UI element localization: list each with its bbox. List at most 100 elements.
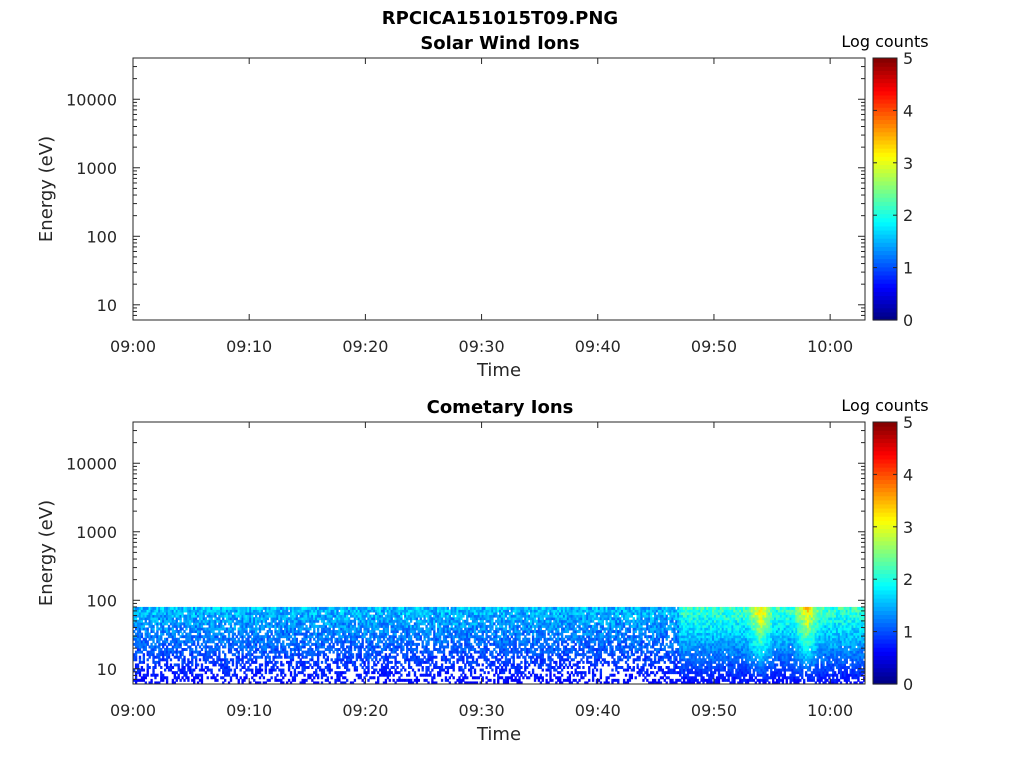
spectrogram-cell bbox=[204, 660, 207, 664]
spectrogram-cell bbox=[206, 666, 209, 669]
spectrogram-cell bbox=[189, 653, 192, 657]
spectrogram-cell bbox=[280, 681, 283, 685]
spectrogram-cell bbox=[537, 622, 541, 626]
spectrogram-cell bbox=[225, 609, 229, 613]
spectrogram-cell bbox=[531, 642, 535, 646]
spectrogram-cell bbox=[156, 635, 159, 639]
spectrogram-cell bbox=[464, 653, 467, 657]
spectrogram-cell bbox=[301, 668, 304, 672]
x-tick-label: 10:00 bbox=[807, 337, 853, 356]
spectrogram-cell bbox=[473, 648, 477, 652]
spectrogram-cell bbox=[222, 606, 225, 610]
spectrogram-cell bbox=[328, 624, 331, 628]
spectrogram-cell bbox=[466, 630, 469, 634]
spectrogram-cell bbox=[380, 648, 384, 652]
spectrogram-cell bbox=[169, 614, 173, 618]
spectrogram-cell bbox=[529, 624, 533, 628]
spectrogram-cell bbox=[247, 658, 250, 662]
spectrogram-cell bbox=[506, 612, 510, 616]
spectrogram-cell bbox=[255, 642, 258, 646]
spectrogram-cell bbox=[539, 637, 543, 641]
spectrogram-cell bbox=[415, 655, 419, 659]
spectrogram-cell bbox=[499, 653, 502, 657]
spectrogram-cell bbox=[504, 666, 508, 669]
spectrogram-cell bbox=[299, 663, 302, 667]
spectrogram-cell bbox=[415, 619, 419, 623]
spectrogram-cell bbox=[471, 606, 475, 610]
spectrogram-cell bbox=[225, 673, 229, 677]
spectrogram-cell bbox=[442, 622, 446, 626]
spectrogram-cell bbox=[183, 648, 186, 652]
spectrogram-cell bbox=[553, 660, 556, 664]
spectrogram-cell bbox=[138, 627, 142, 631]
spectrogram-cell bbox=[276, 612, 279, 616]
spectrogram-cell bbox=[431, 617, 434, 621]
spectrogram-cell bbox=[438, 637, 442, 641]
spectrogram-cell bbox=[173, 612, 177, 616]
spectrogram-cell bbox=[196, 630, 200, 634]
spectrogram-cell bbox=[377, 640, 380, 644]
spectrogram-cell bbox=[549, 614, 552, 618]
spectrogram-cell bbox=[448, 676, 451, 680]
spectrogram-cell bbox=[466, 617, 469, 621]
spectrogram-cell bbox=[371, 614, 374, 618]
spectrogram-cell bbox=[427, 622, 430, 626]
spectrogram-cell bbox=[255, 635, 258, 639]
spectrogram-cell bbox=[303, 681, 306, 685]
spectrogram-cell bbox=[344, 637, 347, 641]
spectrogram-cell bbox=[460, 655, 463, 659]
spectrogram-cell bbox=[504, 660, 508, 664]
spectrogram-cell bbox=[274, 653, 277, 657]
spectrogram-cell bbox=[452, 642, 455, 646]
panel-title: Cometary Ions bbox=[427, 397, 574, 418]
spectrogram-cell bbox=[568, 676, 572, 680]
spectrogram-cell bbox=[212, 622, 215, 626]
spectrogram-cell bbox=[504, 653, 508, 657]
spectrogram-cell bbox=[545, 663, 548, 667]
spectrogram-cell bbox=[506, 642, 510, 646]
spectrogram-cell bbox=[560, 624, 564, 628]
spectrogram-cell bbox=[198, 622, 202, 626]
spectrogram-cell bbox=[411, 655, 415, 659]
spectrogram-cell bbox=[326, 663, 329, 667]
spectrogram-cell bbox=[531, 630, 535, 634]
spectrogram-cell bbox=[233, 627, 237, 631]
spectrogram-cell bbox=[346, 660, 349, 664]
spectrogram-cell bbox=[311, 635, 314, 639]
spectrogram-cell bbox=[413, 612, 417, 616]
spectrogram-cell bbox=[198, 637, 202, 641]
spectrogram-cell bbox=[243, 619, 246, 623]
spectrogram-cell bbox=[539, 635, 543, 639]
spectrogram-cell bbox=[311, 678, 314, 682]
spectrogram-cell bbox=[167, 655, 171, 659]
spectrogram-cell bbox=[435, 655, 438, 659]
spectrogram-cell bbox=[526, 666, 529, 669]
spectrogram-cell bbox=[156, 681, 159, 685]
spectrogram-cell bbox=[142, 645, 146, 649]
spectrogram-cell bbox=[566, 671, 570, 675]
spectrogram-cell bbox=[208, 624, 211, 628]
spectrogram-cell bbox=[156, 632, 159, 636]
spectrogram-cell bbox=[555, 640, 558, 644]
spectrogram-cell bbox=[293, 671, 297, 675]
spectrogram-cell bbox=[318, 606, 322, 610]
spectrogram-cell bbox=[276, 635, 279, 639]
spectrogram-cell bbox=[251, 658, 254, 662]
spectrogram-cell bbox=[212, 640, 215, 644]
spectrogram-cell bbox=[394, 619, 397, 623]
spectrogram-cell bbox=[495, 609, 498, 613]
spectrogram-cell bbox=[394, 645, 397, 649]
spectrogram-cell bbox=[415, 678, 419, 682]
spectrogram-cell bbox=[224, 609, 227, 613]
spectrogram-cell bbox=[280, 668, 283, 672]
spectrogram-cell bbox=[284, 630, 287, 634]
spectrogram-cell bbox=[572, 609, 575, 613]
spectrogram-cell bbox=[481, 612, 484, 616]
spectrogram-cell bbox=[499, 676, 502, 680]
spectrogram-cell bbox=[396, 614, 399, 618]
spectrogram-cell bbox=[224, 663, 227, 667]
spectrogram-cell bbox=[187, 676, 190, 680]
spectrogram-cell bbox=[268, 635, 271, 639]
spectrogram-cell bbox=[539, 673, 543, 677]
spectrogram-cell bbox=[133, 668, 136, 672]
